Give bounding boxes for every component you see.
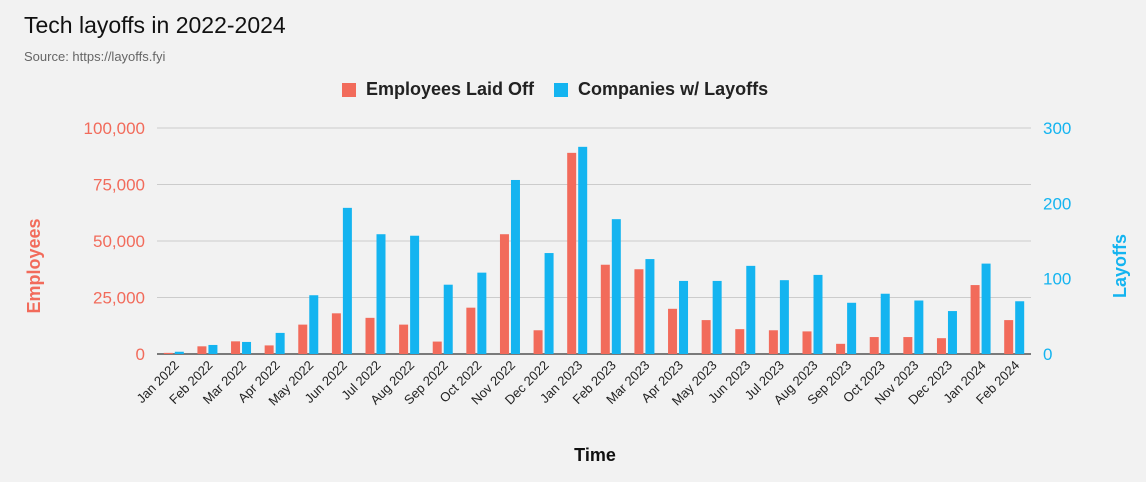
bar-employees-laid-off (701, 320, 711, 354)
y-right-tick-label: 300 (1043, 119, 1071, 138)
bar-companies-with-layoffs (914, 300, 924, 354)
bar-employees-laid-off (1004, 320, 1014, 354)
legend-swatch-companies (554, 82, 569, 97)
bar-companies-with-layoffs (544, 253, 554, 354)
bar-employees-laid-off (365, 317, 375, 354)
x-axis-label: Time (574, 445, 616, 465)
bar-companies-with-layoffs (981, 263, 991, 354)
y-left-tick-label: 100,000 (84, 119, 145, 138)
bar-employees-laid-off (231, 341, 241, 354)
y-left-tick-label: 0 (136, 345, 145, 364)
bar-employees-laid-off (903, 337, 913, 354)
bar-employees-laid-off (735, 329, 745, 354)
bar-companies-with-layoffs (712, 280, 722, 354)
y-right-tick-label: 100 (1043, 270, 1071, 289)
chart-legend: Employees Laid Off Companies w/ Layoffs (342, 79, 788, 100)
bar-employees-laid-off (197, 346, 207, 354)
bar-employees-laid-off (298, 324, 308, 354)
bar-companies-with-layoffs (611, 219, 621, 354)
bar-companies-with-layoffs (242, 341, 252, 354)
bar-companies-with-layoffs (443, 284, 453, 354)
legend-item-employees[interactable]: Employees Laid Off (342, 79, 534, 100)
axes: 025,00050,00075,000100,0000100200300Jan … (84, 119, 1072, 408)
bar-employees-laid-off (600, 264, 610, 354)
bar-employees-laid-off (970, 285, 980, 354)
bar-employees-laid-off (432, 341, 442, 354)
bar-companies-with-layoffs (510, 179, 520, 354)
y-axis-left-label: Employees (24, 218, 44, 313)
bar-employees-laid-off (399, 324, 409, 354)
bar-employees-laid-off (567, 152, 577, 354)
chart-title: Tech layoffs in 2022-2024 (24, 12, 286, 38)
bar-companies-with-layoffs (376, 234, 386, 354)
bar-companies-with-layoffs (813, 274, 823, 354)
bar-companies-with-layoffs (1015, 301, 1025, 354)
bar-companies-with-layoffs (880, 293, 890, 354)
bar-employees-laid-off (533, 330, 543, 354)
bar-companies-with-layoffs (208, 344, 218, 354)
legend-label-companies: Companies w/ Layoffs (578, 79, 769, 99)
bar-companies-with-layoffs (847, 302, 857, 354)
bar-employees-laid-off (163, 352, 173, 354)
bar-employees-laid-off (836, 343, 846, 354)
bar-companies-with-layoffs (477, 272, 487, 354)
bar-employees-laid-off (634, 269, 644, 354)
y-left-tick-label: 75,000 (93, 176, 145, 195)
bar-companies-with-layoffs (275, 332, 285, 354)
bar-employees-laid-off (768, 330, 778, 354)
bar-employees-laid-off (802, 331, 812, 354)
bar-companies-with-layoffs (578, 146, 588, 354)
bar-companies-with-layoffs (679, 280, 689, 354)
bar-companies-with-layoffs (779, 280, 789, 354)
bar-employees-laid-off (869, 337, 879, 354)
y-axis-right-label: Layoffs (1110, 234, 1130, 298)
bar-companies-with-layoffs (947, 311, 957, 354)
bar-companies-with-layoffs (645, 259, 655, 354)
bar-employees-laid-off (936, 338, 946, 354)
gridlines (157, 127, 1031, 355)
legend-swatch-employees (342, 82, 356, 97)
bar-companies-with-layoffs (410, 235, 420, 354)
chart-subtitle: Source: https://layoffs.fyi (24, 49, 166, 64)
bar-companies-with-layoffs (342, 207, 352, 354)
bar-companies-with-layoffs (174, 351, 184, 354)
y-right-tick-label: 200 (1043, 194, 1071, 213)
bar-employees-laid-off (668, 308, 678, 354)
bar-employees-laid-off (466, 307, 476, 354)
legend-item-companies[interactable]: Companies w/ Layoffs (554, 79, 768, 100)
y-right-tick-label: 0 (1043, 345, 1052, 364)
y-left-tick-label: 50,000 (93, 232, 145, 251)
y-left-tick-label: 25,000 (93, 289, 145, 308)
bar-employees-laid-off (499, 234, 509, 354)
bar-employees-laid-off (264, 345, 274, 354)
bars (163, 146, 1025, 354)
bar-companies-with-layoffs (746, 265, 756, 354)
bar-companies-with-layoffs (309, 295, 319, 354)
bar-employees-laid-off (331, 313, 341, 354)
legend-label-employees: Employees Laid Off (366, 79, 535, 99)
